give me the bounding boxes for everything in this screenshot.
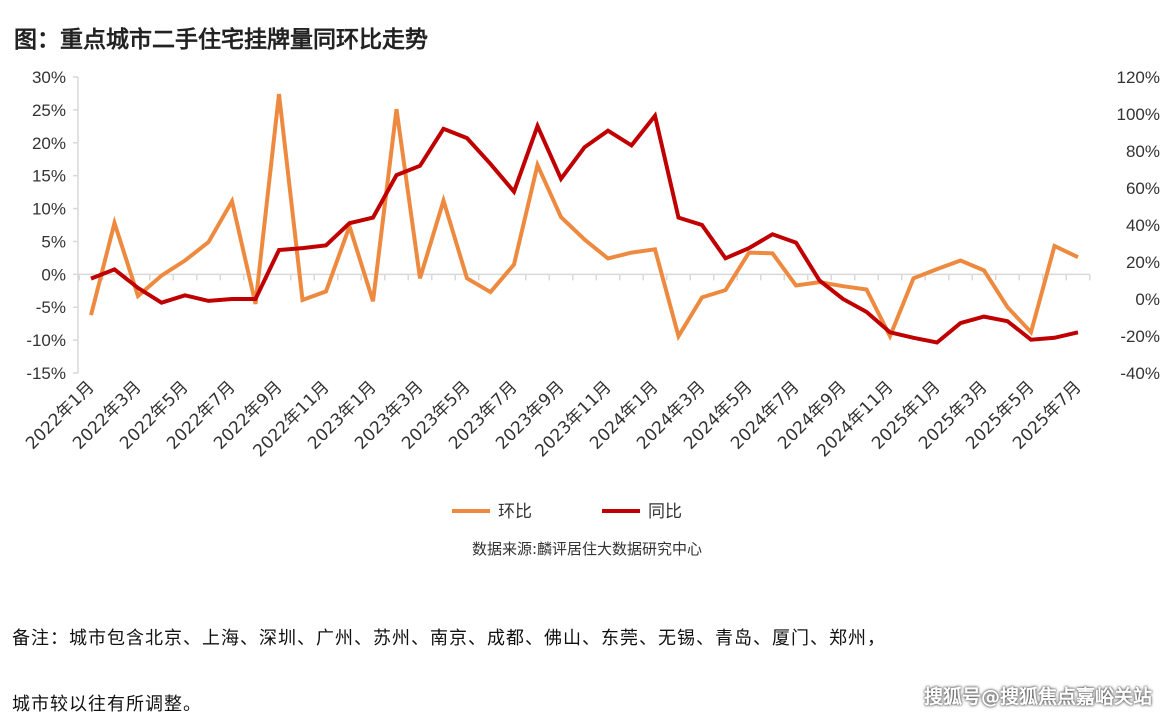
left-axis-tick-label: 20% xyxy=(32,134,66,153)
left-axis-tick-label: 5% xyxy=(41,232,66,251)
left-axis-tick-label: 15% xyxy=(32,167,66,186)
chart-title: 图：重点城市二手住宅挂牌量同环比走势 xyxy=(14,27,428,53)
legend-label: 同比 xyxy=(648,502,682,522)
right-axis-tick-label: 40% xyxy=(1126,216,1160,235)
right-axis-tick-label: 80% xyxy=(1126,142,1160,161)
series-line-mom xyxy=(89,93,1079,342)
right-axis-tick-label: 20% xyxy=(1126,253,1160,272)
right-axis-tick-label: -20% xyxy=(1120,327,1160,346)
footnote-line-1: 备注：城市包含北京、上海、深圳、广州、苏州、南京、成都、佛山、东莞、无锡、青岛、… xyxy=(12,628,886,649)
left-axis-tick-label: 25% xyxy=(32,101,66,120)
left-axis-tick-label: 10% xyxy=(32,200,66,219)
left-axis-tick-label: -5% xyxy=(36,298,66,317)
right-axis-tick-label: -40% xyxy=(1120,364,1160,383)
left-axis-tick-label: 30% xyxy=(32,68,66,87)
data-source: 数据来源:麟评居住大数据研究中心 xyxy=(471,540,703,558)
right-axis-tick-label: 120% xyxy=(1117,68,1160,87)
left-axis-tick-label: 0% xyxy=(41,265,66,284)
right-axis-tick-label: 60% xyxy=(1126,179,1160,198)
watermark: 搜狐号@搜狐焦点嘉峪关站 xyxy=(923,686,1152,708)
legend-label: 环比 xyxy=(498,502,532,522)
left-axis-tick-label: -15% xyxy=(26,364,66,383)
right-axis-tick-label: 100% xyxy=(1117,105,1160,124)
footnote-line-2: 城市较以往有所调整。 xyxy=(12,694,202,715)
left-axis-tick-label: -10% xyxy=(26,331,66,350)
line-chart: 30% 25% 20% 15% 10% 5% 0% -5% -10% -15% 120% 100% 80… xyxy=(22,68,1160,522)
series-line-yoy xyxy=(90,111,1079,345)
right-axis-tick-label: 0% xyxy=(1135,290,1160,309)
